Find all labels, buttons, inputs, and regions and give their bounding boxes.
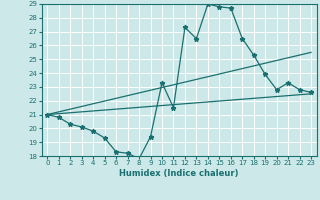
X-axis label: Humidex (Indice chaleur): Humidex (Indice chaleur) (119, 169, 239, 178)
